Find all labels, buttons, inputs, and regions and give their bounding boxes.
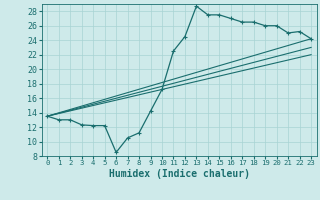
X-axis label: Humidex (Indice chaleur): Humidex (Indice chaleur) xyxy=(109,169,250,179)
